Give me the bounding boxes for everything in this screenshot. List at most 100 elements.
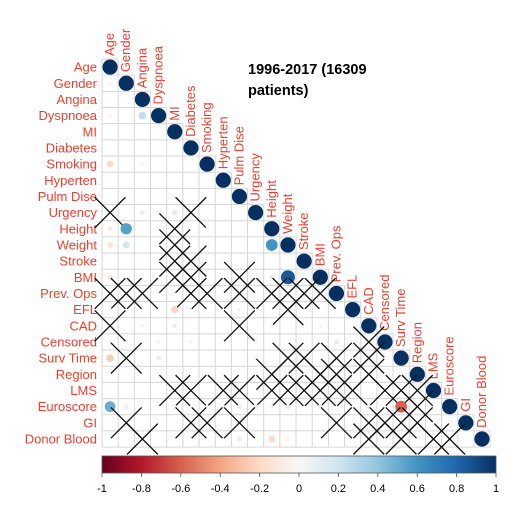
correlation-circle [156, 340, 161, 344]
colorbar-tick-label: 0.8 [449, 483, 464, 495]
diagonal-circle [231, 188, 248, 205]
insignificant-cross-mark [320, 374, 353, 407]
colorbar-tick-label: -0.2 [250, 483, 269, 495]
correlation-circle [237, 436, 242, 442]
diagonal-circle [280, 237, 296, 253]
insignificant-cross-mark [272, 293, 304, 326]
row-label: Region [56, 367, 97, 382]
row-label: Smoking [46, 157, 97, 172]
chart-title: 1996-2017 (16309 patients) [248, 60, 367, 102]
insignificant-cross-mark [385, 374, 417, 407]
correlation-circle [172, 323, 177, 328]
insignificant-cross-mark [369, 374, 401, 407]
column-label: Donor Blood [474, 356, 489, 428]
column-label: Surv Time [393, 289, 408, 348]
correlation-circle [286, 437, 290, 441]
insignificant-cross-mark [352, 423, 385, 455]
row-label: Gender [54, 76, 98, 91]
correlation-circle [189, 340, 193, 344]
diagonal-circle [361, 318, 377, 334]
row-label: GI [83, 415, 97, 430]
insignificant-cross-mark [158, 245, 191, 277]
colorbar-tick-label: 0 [296, 483, 302, 495]
colorbar [101, 455, 497, 474]
insignificant-cross-mark [110, 277, 143, 310]
insignificant-cross-mark [433, 423, 466, 455]
column-label: Angina [134, 47, 149, 88]
correlation-circle [265, 239, 278, 251]
row-label: Urgency [49, 205, 98, 220]
correlation-circle [156, 355, 161, 361]
insignificant-cross-mark [223, 374, 256, 407]
insignificant-cross-mark [158, 212, 191, 245]
insignificant-cross-mark [207, 374, 240, 407]
insignificant-cross-mark [352, 407, 385, 439]
row-label: Age [74, 60, 97, 75]
insignificant-cross-mark [191, 407, 223, 439]
diagonal-circle [183, 140, 199, 156]
insignificant-cross-mark [158, 261, 191, 294]
insignificant-cross-mark [304, 374, 337, 407]
diagonal-circle [134, 91, 151, 108]
column-label: Euroscore [442, 336, 457, 395]
column-label: Weight [280, 193, 295, 234]
insignificant-cross-mark [223, 277, 256, 310]
colorbar-tick-label: -0.6 [171, 483, 190, 495]
correlation-circle [269, 404, 274, 409]
insignificant-cross-mark [401, 374, 434, 407]
insignificant-cross-mark [223, 261, 256, 294]
diagonal-circle [296, 253, 312, 269]
column-label: GI [458, 398, 473, 412]
insignificant-cross-mark [110, 407, 143, 439]
correlation-circle [106, 354, 114, 362]
diagonal-circle [393, 350, 409, 366]
insignificant-cross-mark [175, 277, 207, 310]
correlation-circle [285, 404, 291, 410]
correlation-circle [237, 404, 242, 410]
insignificant-cross-mark [385, 423, 417, 455]
diagonal-circle [167, 124, 183, 140]
correlation-circle [140, 162, 145, 166]
correlation-circle [171, 306, 179, 314]
row-label: Dyspnoea [38, 108, 97, 123]
diagonal-circle [474, 431, 490, 447]
row-label: Prev. Ops [40, 286, 97, 301]
row-label: Donor Blood [25, 431, 97, 446]
correlation-circle [122, 241, 130, 249]
insignificant-cross-mark [272, 374, 304, 407]
column-label: LMS [425, 352, 440, 379]
colorbar-tick-label: -0.4 [211, 483, 230, 495]
chart-title-line-2: patients) [248, 83, 309, 99]
row-label: Pulm Dise [38, 189, 97, 204]
column-label: BMI [312, 243, 327, 266]
insignificant-cross-mark [385, 407, 417, 439]
colorbar-tick-label: -1 [97, 483, 107, 495]
diagonal-circle [199, 156, 215, 172]
correlation-circle [108, 307, 112, 312]
row-label: Weight [57, 237, 98, 252]
row-label: Diabetes [46, 140, 98, 155]
insignificant-cross-mark [304, 277, 337, 310]
colorbar-tick-label: 0.4 [370, 483, 385, 495]
row-label: Euroscore [38, 399, 97, 414]
column-label: Diabetes [183, 85, 198, 137]
correlation-circle [268, 435, 276, 443]
correlation-circle [334, 339, 339, 345]
insignificant-cross-mark [255, 374, 288, 407]
column-label: EFL [345, 275, 360, 299]
row-label: EFL [73, 302, 97, 317]
correlation-circle [237, 307, 242, 312]
correlation-circle [138, 111, 147, 120]
diagonal-circle [442, 399, 458, 415]
column-label: Prev. Ops [328, 225, 343, 282]
insignificant-cross-mark [191, 277, 223, 310]
correlation-circle [253, 340, 258, 344]
correlation-circle [140, 324, 145, 328]
row-label: Censored [41, 334, 97, 349]
chart-title-line-1: 1996-2017 (16309 [248, 62, 367, 78]
column-label: Censored [377, 275, 392, 331]
diagonal-circle [345, 302, 361, 318]
diagonal-circle [328, 285, 345, 302]
correlation-circle [120, 223, 132, 235]
